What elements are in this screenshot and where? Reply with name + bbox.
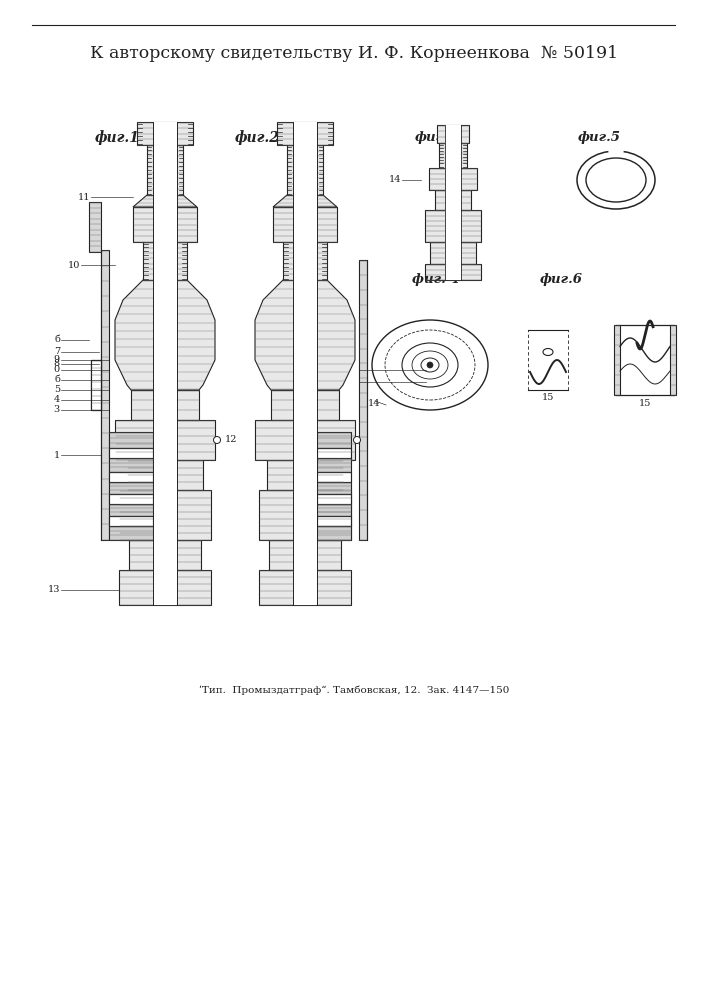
Bar [269, 540, 341, 570]
Text: 17: 17 [412, 365, 425, 374]
Polygon shape [255, 280, 355, 390]
Bar [109, 482, 153, 494]
Bar [317, 504, 351, 516]
Ellipse shape [402, 343, 458, 387]
Bar [143, 242, 187, 280]
Text: 1: 1 [54, 450, 60, 460]
Bar [91, 360, 101, 410]
Bar [317, 432, 351, 448]
Bar [317, 458, 351, 472]
Bar [259, 490, 351, 540]
Ellipse shape [577, 151, 655, 209]
Bar [317, 494, 351, 504]
Text: 11: 11 [78, 192, 90, 202]
Text: 13: 13 [47, 585, 60, 594]
Bar [109, 504, 153, 516]
Text: фиг.5: фиг.5 [578, 131, 621, 144]
Bar [129, 540, 201, 570]
Bar [439, 143, 467, 168]
Bar [317, 482, 351, 494]
Bar [267, 460, 343, 490]
Bar [153, 122, 177, 605]
Bar [283, 242, 327, 280]
Text: 15: 15 [542, 393, 554, 402]
Bar [109, 494, 153, 504]
Ellipse shape [412, 351, 448, 379]
Text: 12: 12 [225, 436, 238, 444]
Bar [109, 472, 153, 482]
Bar [425, 210, 481, 242]
Bar [359, 260, 367, 540]
Bar [293, 122, 317, 605]
Text: 9: 9 [54, 356, 60, 364]
Bar [119, 570, 211, 605]
Text: фиг.6: фиг.6 [540, 273, 583, 286]
Bar [670, 325, 676, 395]
Text: 10: 10 [68, 260, 80, 269]
Text: 16: 16 [413, 377, 425, 386]
Bar [109, 448, 153, 458]
Ellipse shape [421, 358, 439, 372]
Text: 7: 7 [54, 348, 60, 357]
Bar [259, 570, 351, 605]
Text: 8: 8 [54, 360, 60, 368]
Bar [425, 264, 481, 280]
Ellipse shape [543, 349, 553, 356]
Text: К авторскому свидетельству И. Ф. Корнеенкова  № 50191: К авторскому свидетельству И. Ф. Корнеен… [90, 44, 618, 62]
Text: фиг.3: фиг.3 [415, 131, 458, 144]
Bar [109, 516, 153, 526]
Bar [91, 360, 101, 410]
Text: б: б [54, 336, 60, 344]
Circle shape [354, 436, 361, 444]
Bar [430, 242, 476, 264]
Text: б: б [54, 375, 60, 384]
Bar [317, 516, 351, 526]
Bar [109, 432, 153, 448]
Bar [445, 125, 461, 280]
Text: 3: 3 [54, 406, 60, 414]
Polygon shape [115, 280, 215, 390]
Ellipse shape [372, 320, 488, 410]
Bar [131, 390, 199, 420]
Bar [429, 168, 477, 190]
Text: 15: 15 [639, 398, 651, 408]
Bar [273, 207, 337, 242]
Text: 14: 14 [389, 176, 401, 184]
Text: фиг.2: фиг.2 [235, 131, 280, 145]
Bar [287, 145, 323, 195]
Text: фиг.1: фиг.1 [95, 131, 140, 145]
Bar [137, 122, 193, 145]
Text: фиг. 4: фиг. 4 [412, 273, 460, 286]
Text: ʹТип.  Промыздатграф“. Тамбовская, 12.  Зак. 4147—150: ʹТип. Промыздатграф“. Тамбовская, 12. За… [199, 685, 509, 695]
Text: 4: 4 [54, 395, 60, 404]
Ellipse shape [385, 330, 475, 400]
Bar [109, 526, 153, 540]
Bar [437, 125, 469, 143]
Circle shape [214, 436, 221, 444]
Bar [89, 202, 101, 252]
Bar [614, 325, 620, 395]
Polygon shape [273, 195, 337, 207]
Bar [255, 420, 355, 460]
Bar [317, 526, 351, 540]
Text: 5: 5 [54, 385, 60, 394]
Bar [101, 250, 109, 540]
Ellipse shape [586, 158, 646, 202]
Text: 0: 0 [54, 365, 60, 374]
Bar [115, 420, 215, 460]
Bar [435, 190, 471, 210]
Bar [133, 207, 197, 242]
Bar [119, 490, 211, 540]
Bar [277, 122, 333, 145]
Bar [317, 448, 351, 458]
Bar [109, 458, 153, 472]
Bar [127, 460, 203, 490]
Bar [147, 145, 183, 195]
Bar [271, 390, 339, 420]
Circle shape [427, 362, 433, 368]
Text: 14: 14 [368, 398, 380, 408]
Polygon shape [133, 195, 197, 207]
Bar [317, 472, 351, 482]
